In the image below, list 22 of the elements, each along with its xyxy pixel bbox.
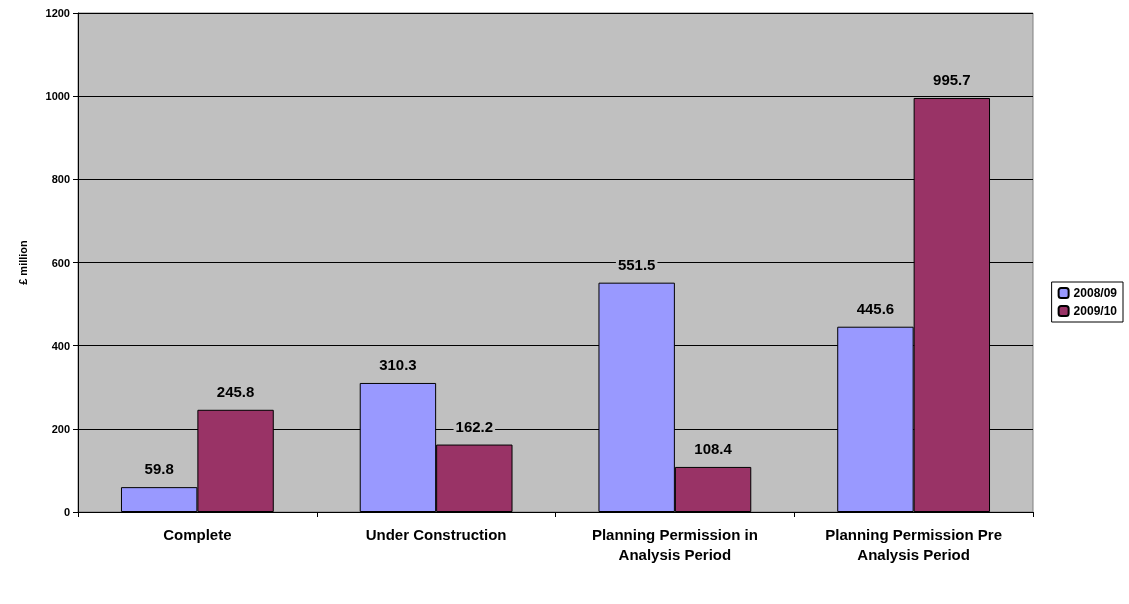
x-tick-label: Planning Permission in Analysis Period	[591, 525, 758, 563]
y-tick-label: 1000	[45, 90, 70, 103]
data-label: 445.6	[856, 299, 895, 317]
data-label: 162.2	[455, 417, 494, 435]
legend-label: 2008/09	[1073, 286, 1118, 300]
data-label: 245.8	[216, 382, 255, 400]
y-tick-label: 0	[63, 506, 70, 518]
y-tick-label: 1200	[45, 7, 70, 19]
x-tick-label: Complete	[163, 525, 232, 543]
y-axis-title: £ million	[16, 239, 29, 285]
y-tick-label: 400	[51, 339, 70, 352]
data-label: 310.3	[379, 355, 417, 373]
y-tick-label: 200	[51, 422, 70, 435]
x-tick-label: Planning Permission Pre Analysis Period	[825, 525, 1002, 563]
legend-label: 2009/10	[1073, 304, 1118, 318]
data-label: 59.8	[144, 460, 174, 478]
data-label: 108.4	[694, 439, 733, 457]
data-label: 995.7	[933, 70, 971, 88]
x-tick-label: Under Construction	[365, 525, 507, 543]
data-label: 551.5	[617, 255, 656, 273]
y-tick-label: 600	[51, 256, 70, 269]
y-tick-label: 800	[51, 173, 70, 186]
